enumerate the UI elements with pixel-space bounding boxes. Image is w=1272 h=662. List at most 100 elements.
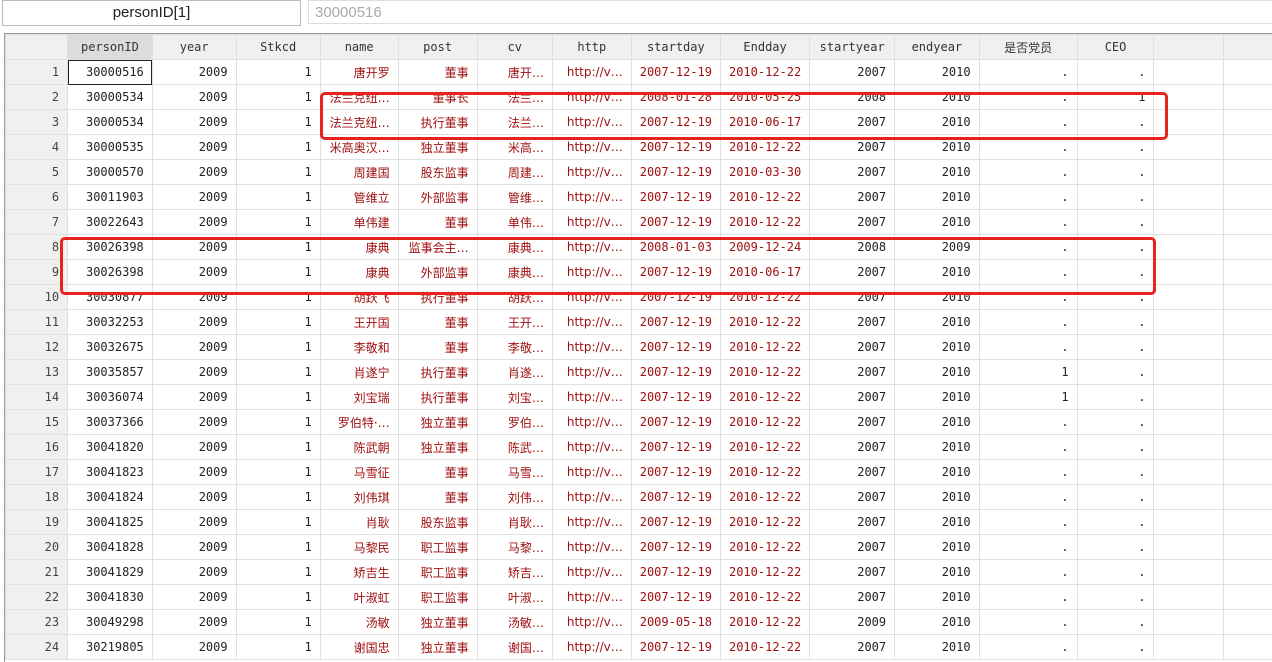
cell-cv[interactable]: 陈武… <box>477 435 552 460</box>
cell-是否党员[interactable]: . <box>979 510 1077 535</box>
cell-cv[interactable]: 米高… <box>477 135 552 160</box>
cell-http[interactable]: http://v… <box>552 535 631 560</box>
cell-Stkcd[interactable]: 1 <box>236 310 320 335</box>
cell-endyear[interactable]: 2010 <box>895 385 979 410</box>
empty-cell[interactable] <box>1223 460 1272 485</box>
row-number[interactable]: 14 <box>6 385 68 410</box>
cell-是否党员[interactable]: . <box>979 110 1077 135</box>
cell-startyear[interactable]: 2007 <box>810 135 895 160</box>
cell-post[interactable]: 职工监事 <box>398 535 477 560</box>
cell-personID[interactable]: 30041828 <box>68 535 153 560</box>
cell-personID[interactable]: 30000535 <box>68 135 153 160</box>
cell-Endday[interactable]: 2010-12-22 <box>720 435 809 460</box>
cell-cv[interactable]: 管维… <box>477 185 552 210</box>
cell-post[interactable]: 执行董事 <box>398 110 477 135</box>
cell-post[interactable]: 董事 <box>398 460 477 485</box>
cell-http[interactable]: http://v… <box>552 335 631 360</box>
column-header-empty-15[interactable] <box>1223 35 1272 60</box>
cell-http[interactable]: http://v… <box>552 485 631 510</box>
row-number[interactable]: 19 <box>6 510 68 535</box>
cell-startday[interactable]: 2007-12-19 <box>631 585 720 610</box>
cell-startday[interactable]: 2007-12-19 <box>631 385 720 410</box>
cell-http[interactable]: http://v… <box>552 210 631 235</box>
cell-startday[interactable]: 2008-01-28 <box>631 85 720 110</box>
cell-year[interactable]: 2009 <box>152 560 236 585</box>
cell-personID[interactable]: 30041823 <box>68 460 153 485</box>
row-number[interactable]: 20 <box>6 535 68 560</box>
cell-endyear[interactable]: 2010 <box>895 510 979 535</box>
cell-startyear[interactable]: 2007 <box>810 210 895 235</box>
cell-Endday[interactable]: 2010-12-22 <box>720 410 809 435</box>
cell-cv[interactable]: 王开… <box>477 310 552 335</box>
cell-startyear[interactable]: 2008 <box>810 85 895 110</box>
cell-startday[interactable]: 2007-12-19 <box>631 285 720 310</box>
row-number[interactable]: 12 <box>6 335 68 360</box>
cell-name[interactable]: 谢国忠 <box>320 635 398 660</box>
cell-personID[interactable]: 30041825 <box>68 510 153 535</box>
empty-cell[interactable] <box>1223 635 1272 660</box>
cell-year[interactable]: 2009 <box>152 185 236 210</box>
cell-year[interactable]: 2009 <box>152 235 236 260</box>
cell-Stkcd[interactable]: 1 <box>236 85 320 110</box>
cell-post[interactable]: 执行董事 <box>398 360 477 385</box>
column-header-是否党员[interactable]: 是否党员 <box>979 35 1077 60</box>
cell-是否党员[interactable]: . <box>979 485 1077 510</box>
cell-是否党员[interactable]: . <box>979 160 1077 185</box>
cell-year[interactable]: 2009 <box>152 135 236 160</box>
cell-CEO[interactable]: . <box>1077 635 1154 660</box>
empty-cell[interactable] <box>1223 410 1272 435</box>
column-header-Endday[interactable]: Endday <box>720 35 809 60</box>
cell-cv[interactable]: 李敬… <box>477 335 552 360</box>
cell-Stkcd[interactable]: 1 <box>236 360 320 385</box>
cell-name[interactable]: 肖耿 <box>320 510 398 535</box>
column-header-endyear[interactable]: endyear <box>895 35 979 60</box>
row-number[interactable]: 16 <box>6 435 68 460</box>
empty-cell[interactable] <box>1154 560 1223 585</box>
empty-cell[interactable] <box>1154 135 1223 160</box>
empty-cell[interactable] <box>1223 60 1272 85</box>
cell-cv[interactable]: 周建… <box>477 160 552 185</box>
empty-cell[interactable] <box>1154 210 1223 235</box>
column-header-cv[interactable]: cv <box>477 35 552 60</box>
cell-Endday[interactable]: 2010-03-30 <box>720 160 809 185</box>
cell-post[interactable]: 监事会主… <box>398 235 477 260</box>
cell-endyear[interactable]: 2010 <box>895 285 979 310</box>
cell-post[interactable]: 董事 <box>398 60 477 85</box>
cell-CEO[interactable]: . <box>1077 360 1154 385</box>
cell-personID[interactable]: 30030877 <box>68 285 153 310</box>
row-number[interactable]: 15 <box>6 410 68 435</box>
cell-post[interactable]: 外部监事 <box>398 260 477 285</box>
empty-cell[interactable] <box>1223 435 1272 460</box>
cell-post[interactable]: 职工监事 <box>398 585 477 610</box>
column-header-startday[interactable]: startday <box>631 35 720 60</box>
cell-是否党员[interactable]: . <box>979 235 1077 260</box>
row-number[interactable]: 11 <box>6 310 68 335</box>
column-header-name[interactable]: name <box>320 35 398 60</box>
cell-cv[interactable]: 矫吉… <box>477 560 552 585</box>
cell-endyear[interactable]: 2010 <box>895 435 979 460</box>
column-header-CEO[interactable]: CEO <box>1077 35 1154 60</box>
cell-Endday[interactable]: 2010-12-22 <box>720 535 809 560</box>
cell-CEO[interactable]: . <box>1077 60 1154 85</box>
cell-是否党员[interactable]: . <box>979 335 1077 360</box>
column-header-startyear[interactable]: startyear <box>810 35 895 60</box>
cell-startyear[interactable]: 2007 <box>810 60 895 85</box>
cell-http[interactable]: http://v… <box>552 460 631 485</box>
cell-name[interactable]: 王开国 <box>320 310 398 335</box>
cell-endyear[interactable]: 2010 <box>895 335 979 360</box>
cell-Endday[interactable]: 2010-12-22 <box>720 360 809 385</box>
cell-name[interactable]: 叶淑虹 <box>320 585 398 610</box>
empty-cell[interactable] <box>1154 635 1223 660</box>
cell-是否党员[interactable]: . <box>979 460 1077 485</box>
cell-http[interactable]: http://v… <box>552 60 631 85</box>
cell-year[interactable]: 2009 <box>152 535 236 560</box>
cell-Endday[interactable]: 2010-12-22 <box>720 135 809 160</box>
cell-personID[interactable]: 30041830 <box>68 585 153 610</box>
cell-name[interactable]: 矫吉生 <box>320 560 398 585</box>
empty-cell[interactable] <box>1154 260 1223 285</box>
empty-cell[interactable] <box>1223 235 1272 260</box>
cell-startyear[interactable]: 2007 <box>810 260 895 285</box>
cell-http[interactable]: http://v… <box>552 585 631 610</box>
cell-Endday[interactable]: 2010-12-22 <box>720 385 809 410</box>
cell-name[interactable]: 管维立 <box>320 185 398 210</box>
